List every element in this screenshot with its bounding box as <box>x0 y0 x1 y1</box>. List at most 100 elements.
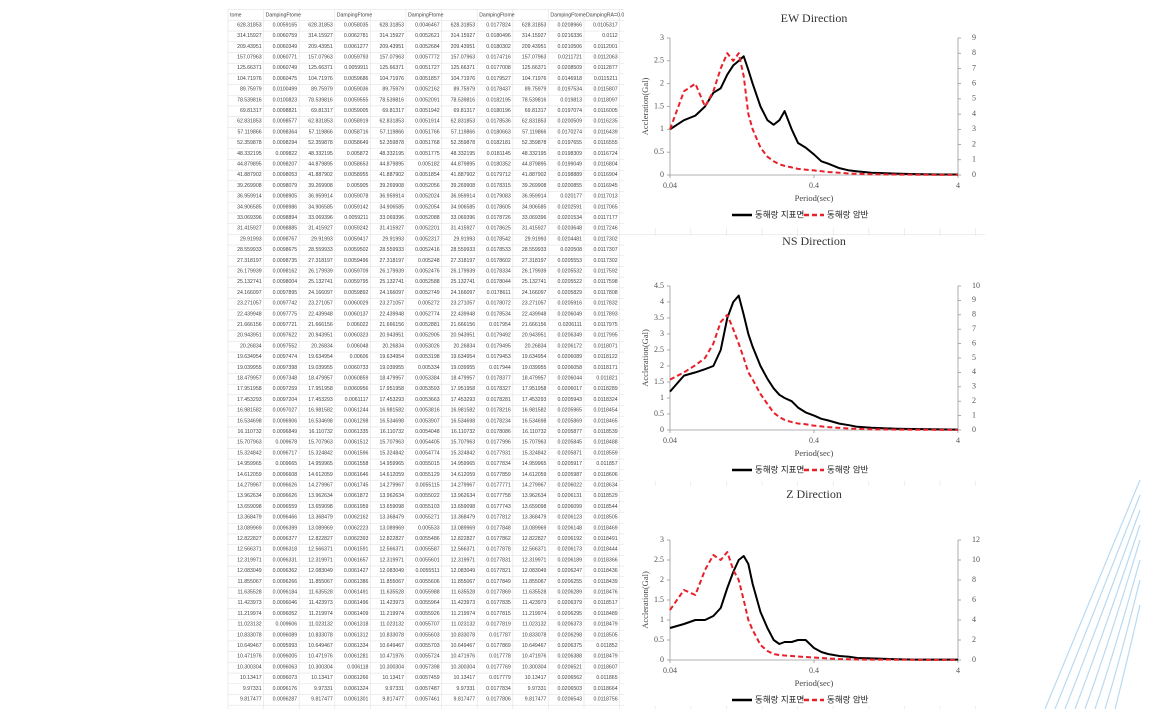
table-cell: 41.887902 <box>379 172 404 178</box>
table-cell: 0.0057398 <box>415 664 440 670</box>
table-cell: 11.635528 <box>237 589 261 595</box>
table-cell: 209.43951 <box>379 44 404 50</box>
x-axis-title: Period(sec) <box>795 193 834 203</box>
table-cell: 0.0052588 <box>415 279 440 285</box>
table-cell: 0.0197074 <box>557 108 582 114</box>
table-cell: 0.0177824 <box>486 22 511 28</box>
table-cell: 104.71976 <box>451 76 476 82</box>
table-cell: 31.415927 <box>451 226 476 232</box>
table-cell: 0.0098767 <box>273 236 298 242</box>
table-cell: 0.0059502 <box>344 247 369 253</box>
table-cell: 0.0059892 <box>344 290 369 296</box>
table-cell: 27.318197 <box>237 258 262 264</box>
table-cell: 9.817477 <box>525 696 547 702</box>
x-tick-label: 0.04 <box>663 436 677 445</box>
table-cell: 0.0118289 <box>593 386 617 392</box>
table-cell: 0.0178216 <box>486 408 511 414</box>
table-cell: 14.959965 <box>308 461 333 467</box>
table-cell: 13.659098 <box>308 504 333 510</box>
table-cell: 9.97331 <box>314 686 333 692</box>
table-cell: 10.471976 <box>451 654 476 660</box>
table-cell: 11.023132 <box>309 622 333 628</box>
table-cell: 36.959914 <box>237 194 262 200</box>
table-cell: 13.089969 <box>237 525 262 531</box>
table-cell: 0.0061491 <box>344 589 369 595</box>
table-cell: 0.0098986 <box>273 204 298 210</box>
table-cell: 0.0206247 <box>557 568 582 574</box>
table-cell: 14.279967 <box>237 482 262 488</box>
table-cell: 0.0118366 <box>593 557 617 563</box>
table-cell: 0.0211721 <box>558 54 582 60</box>
table-cell: 104.71976 <box>237 76 262 82</box>
table-cell: 0.0205532 <box>557 268 582 274</box>
table-cell: 18.479957 <box>451 375 476 381</box>
table-cell: 14.959965 <box>451 461 476 467</box>
table-cell: 0.0202591 <box>557 204 582 210</box>
table-cell: 0.020177 <box>560 194 582 200</box>
table-cell: 157.07963 <box>379 54 404 60</box>
y2-tick-label: 10 <box>972 555 980 564</box>
table-cell: 0.0205943 <box>557 397 582 403</box>
table-cell: 23.271057 <box>379 301 404 307</box>
table-cell: 0.0177878 <box>486 547 511 553</box>
table-cell: 0.0118607 <box>593 664 617 670</box>
table-cell: 10.13417 <box>382 675 404 681</box>
table-cell: 125.66371 <box>522 65 547 71</box>
table-cell: 0.020508 <box>560 247 582 253</box>
table-cell: 19.634954 <box>379 354 404 360</box>
y-tick-label: 3 <box>660 33 664 42</box>
table-cell: 0.0177848 <box>486 525 511 531</box>
table-cell: 628.31853 <box>451 22 476 28</box>
table-cell: 0.0096063 <box>273 664 298 670</box>
table-cell: 44.879895 <box>451 161 476 167</box>
table-cell: 39.269908 <box>522 183 547 189</box>
table-cell: 12.566371 <box>379 547 404 553</box>
y2-tick-label: 9 <box>972 295 976 304</box>
table-cell: 26.179939 <box>451 268 476 274</box>
table-cell: 0.0178602 <box>486 258 511 264</box>
table-cell: 62.831853 <box>237 119 262 125</box>
table-cell: 0.0096906 <box>273 418 298 424</box>
table-cell: 0.0059686 <box>344 76 369 82</box>
table-cell: 12.822827 <box>379 536 404 542</box>
table-cell: 0.0177758 <box>486 493 511 499</box>
table-cell: 12.319971 <box>451 557 476 563</box>
table-cell: 13.962634 <box>308 493 333 499</box>
table-cell: 0.0097552 <box>273 343 298 349</box>
table-cell: 209.43951 <box>308 44 333 50</box>
table-cell: 9.97331 <box>528 686 547 692</box>
table-cell: 0.0061745 <box>344 482 369 488</box>
table-cell: 0.0177819 <box>486 622 511 628</box>
table-cell: 17.453293 <box>379 397 404 403</box>
table-cell: 26.179939 <box>522 268 547 274</box>
table-cell: 0.0177834 <box>486 686 511 692</box>
table-cell: 14.612059 <box>308 472 333 478</box>
table-cell: 12.319971 <box>522 557 547 563</box>
table-cell: 0.0197655 <box>557 140 582 146</box>
table-cell: 0.0205829 <box>557 290 582 296</box>
table-cell: 0.0097398 <box>273 365 298 371</box>
table-cell: 0.005533 <box>418 525 440 531</box>
table-cell: 0.0177821 <box>486 568 511 574</box>
table-cell: 11.635528 <box>451 589 475 595</box>
table-cell: 0.0179527 <box>486 76 511 82</box>
table-cell: 0.0061244 <box>344 408 369 414</box>
table-cell: 0.017954 <box>489 322 511 328</box>
table-cell: 0.0206049 <box>557 311 582 317</box>
table-cell: 10.833078 <box>379 632 404 638</box>
table-cell: 15.324842 <box>522 450 547 456</box>
table-cell: 10.300304 <box>522 664 547 670</box>
y2-tick-label: 0 <box>972 170 976 179</box>
table-cell: 11.635528 <box>309 589 333 595</box>
table-cell: 0.0052091 <box>415 97 440 103</box>
table-cell: 0.0118465 <box>593 418 617 424</box>
table-cell: 0.0096331 <box>273 557 298 563</box>
table-cell: 9.817477 <box>240 696 262 702</box>
y-tick-label: 1.5 <box>654 595 664 604</box>
table-cell: 10.13417 <box>311 675 333 681</box>
table-cell: 0.0097204 <box>273 397 298 403</box>
table-cell: 0.0059496 <box>344 258 369 264</box>
table-cell: 57.119866 <box>237 129 261 135</box>
table-cell: 10.471976 <box>308 654 333 660</box>
table-cell: 62.831853 <box>451 119 476 125</box>
